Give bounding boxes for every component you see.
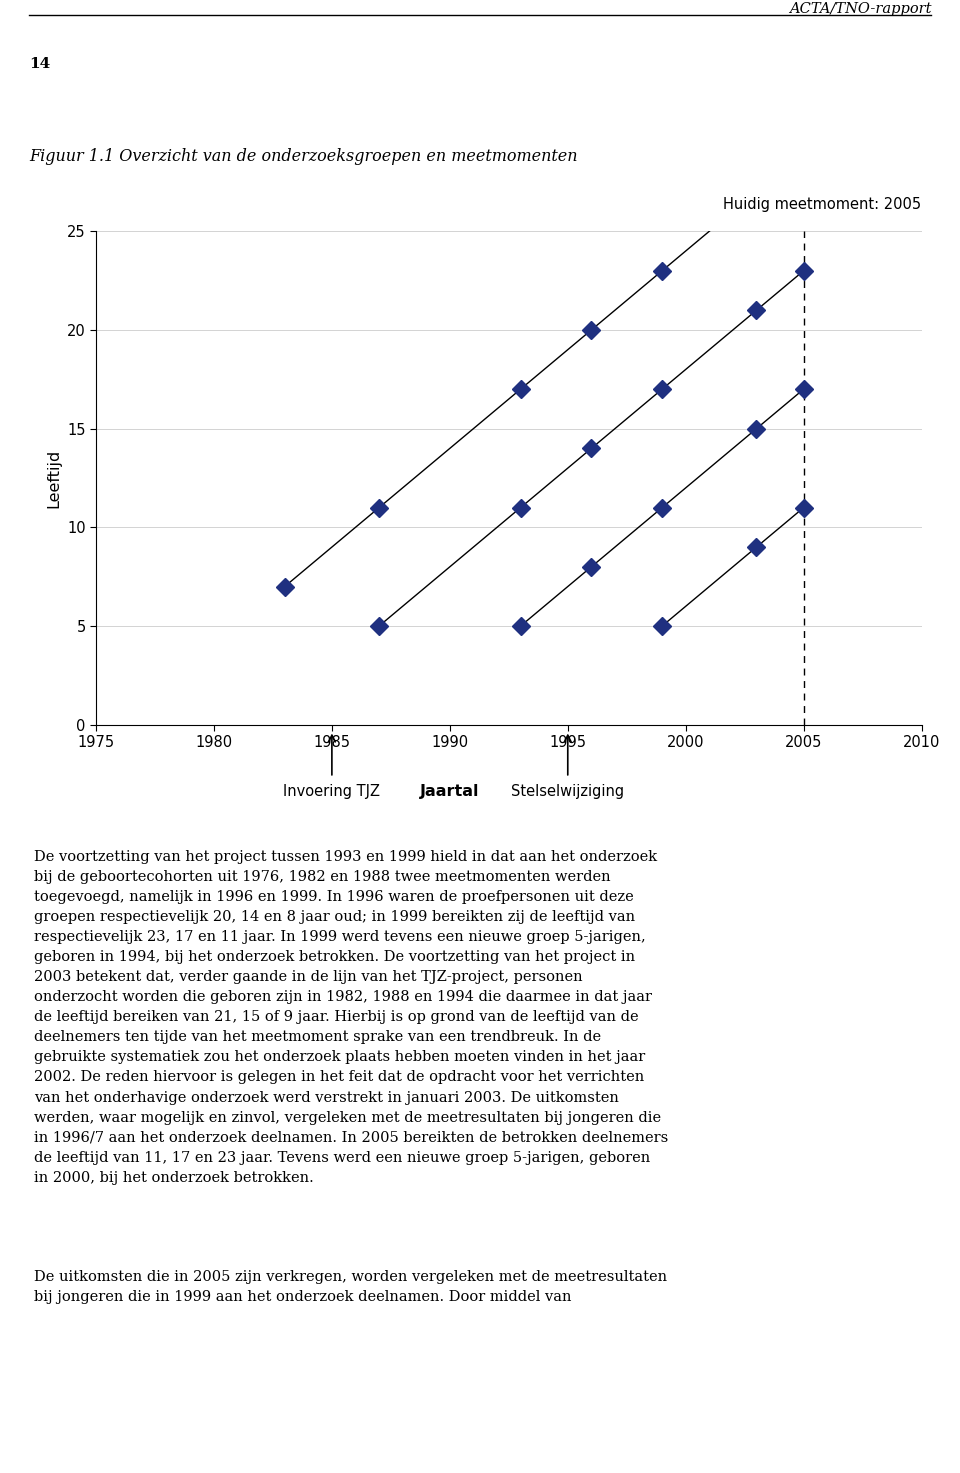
Text: 14: 14 [29, 57, 50, 71]
Text: De voortzetting van het project tussen 1993 en 1999 hield in dat aan het onderzo: De voortzetting van het project tussen 1… [34, 850, 668, 1184]
Text: Jaartal: Jaartal [420, 784, 480, 798]
Y-axis label: Leeftijd: Leeftijd [46, 448, 61, 508]
Text: De uitkomsten die in 2005 zijn verkregen, worden vergeleken met de meetresultate: De uitkomsten die in 2005 zijn verkregen… [34, 1270, 667, 1304]
Text: Huidig meetmoment: 2005: Huidig meetmoment: 2005 [724, 196, 922, 212]
Text: Invoering TJZ: Invoering TJZ [283, 784, 380, 798]
Text: Figuur 1.1 Overzicht van de onderzoeksgroepen en meetmomenten: Figuur 1.1 Overzicht van de onderzoeksgr… [29, 147, 577, 165]
Text: Stelselwijziging: Stelselwijziging [512, 784, 624, 798]
Text: ACTA/TNO-rapport: ACTA/TNO-rapport [789, 1, 931, 16]
